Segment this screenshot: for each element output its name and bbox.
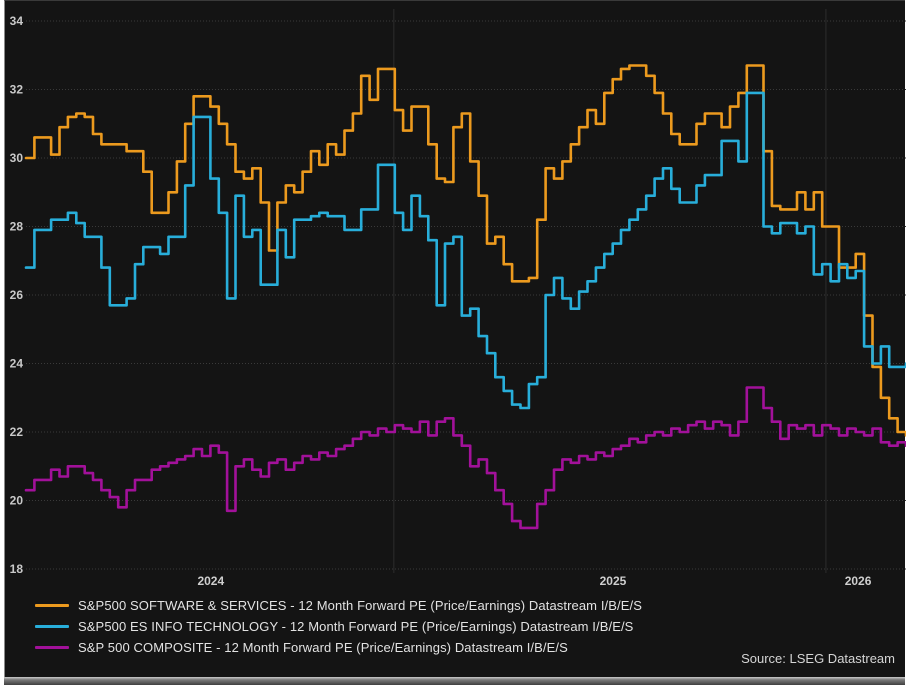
y-axis-tick-label: 26: [10, 288, 24, 302]
legend-item-software-services: S&P500 SOFTWARE & SERVICES - 12 Month Fo…: [35, 595, 642, 616]
datastream-chart-window: 34 32 30 28 26 24 22 20 18 2024 2025 2026 S&P500 SO…: [4, 0, 906, 677]
y-axis-tick-label: 34: [10, 14, 24, 28]
legend-item-composite: S&P 500 COMPOSITE - 12 Month Forward PE …: [35, 637, 642, 658]
x-axis-year-label: 2025: [600, 574, 627, 588]
legend-label: S&P500 SOFTWARE & SERVICES - 12 Month Fo…: [78, 598, 642, 613]
legend-swatch-cyan: [35, 625, 69, 628]
pe-forward-chart: 34 32 30 28 26 24 22 20 18 2024 2025 2026: [10, 9, 906, 588]
y-axis-tick-label: 30: [10, 151, 24, 165]
legend-label: S&P 500 COMPOSITE - 12 Month Forward PE …: [78, 640, 568, 655]
y-axis-tick-label: 28: [10, 220, 24, 234]
legend-label: S&P500 ES INFO TECHNOLOGY - 12 Month For…: [78, 619, 634, 634]
y-axis-tick-label: 22: [10, 425, 24, 439]
chart-legend: S&P500 SOFTWARE & SERVICES - 12 Month Fo…: [35, 595, 642, 658]
source-note: Source: LSEG Datastream: [741, 651, 895, 666]
legend-swatch-magenta: [35, 646, 69, 649]
series-line-2: [24, 386, 906, 530]
series-line-1: [24, 91, 906, 410]
y-axis-tick-label: 20: [10, 494, 24, 508]
x-axis-year-label: 2024: [197, 574, 224, 588]
legend-item-info-technology: S&P500 ES INFO TECHNOLOGY - 12 Month For…: [35, 616, 642, 637]
y-axis-tick-label: 32: [10, 83, 24, 97]
series-line-0: [24, 64, 906, 437]
x-axis-year-label: 2026: [845, 574, 872, 588]
legend-swatch-orange: [35, 604, 69, 607]
y-axis-tick-label: 18: [10, 562, 24, 576]
bottom-gradient-bar: [4, 677, 905, 685]
y-axis-tick-label: 24: [10, 357, 24, 371]
